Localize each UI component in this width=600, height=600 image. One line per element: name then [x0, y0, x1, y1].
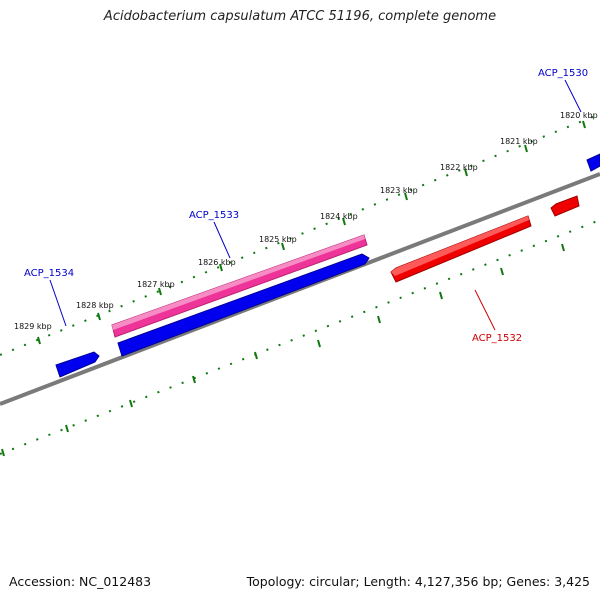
tick-label: 1820 kbp: [560, 111, 598, 120]
gene-label-acp-1534[interactable]: ACP_1534: [24, 268, 74, 279]
major-tick: [129, 399, 133, 408]
major-tick: [97, 312, 101, 321]
major-tick: [1, 448, 5, 457]
gene-acp-1530[interactable]: [586, 153, 600, 172]
major-tick: [561, 243, 565, 252]
major-tick: [317, 339, 321, 348]
major-tick: [464, 168, 468, 177]
tick-label: 1825 kbp: [259, 235, 297, 244]
map-title: Acidobacterium capsulatum ATCC 51196, co…: [103, 9, 497, 24]
gene-label-acp-1530[interactable]: ACP_1530: [538, 68, 588, 79]
forward-genes: [55, 153, 600, 378]
gene-red-small[interactable]: [550, 195, 580, 217]
reverse-genes: [390, 195, 580, 283]
major-tick: [377, 315, 381, 324]
connector-acp-1530: [564, 79, 582, 113]
major-tick: [158, 287, 162, 296]
tick-label: 1824 kbp: [320, 212, 358, 221]
tick-label: 1823 kbp: [380, 186, 418, 195]
gene-acp-1533-shade: [112, 235, 365, 330]
tick-labels: 1820 kbp 1821 kbp 1822 kbp 1823 kbp 1824…: [14, 111, 598, 331]
major-tick: [281, 242, 285, 251]
major-tick: [219, 263, 223, 272]
gene-blue-long[interactable]: [117, 253, 370, 357]
major-tick: [439, 291, 443, 300]
major-tick: [192, 375, 196, 384]
accession-text: Accession: NC_012483: [9, 574, 152, 589]
outer-major-ticks: [37, 120, 586, 345]
connector-acp-1533: [213, 221, 231, 259]
major-tick: [254, 351, 258, 360]
major-tick: [582, 120, 586, 129]
major-tick: [65, 424, 69, 433]
major-tick: [342, 217, 346, 226]
tick-label: 1821 kbp: [500, 137, 538, 146]
major-tick: [524, 144, 528, 153]
label-connectors: [49, 79, 582, 331]
tick-label: 1822 kbp: [440, 163, 478, 172]
tick-label: 1829 kbp: [14, 322, 52, 331]
tick-label: 1826 kbp: [198, 258, 236, 267]
connector-acp-1534: [49, 279, 67, 327]
inner-major-ticks: [1, 243, 565, 457]
gene-acp-1534[interactable]: [55, 351, 100, 378]
major-tick: [37, 336, 41, 345]
genome-stats-text: Topology: circular; Length: 4,127,356 bp…: [246, 574, 590, 589]
tick-label: 1828 kbp: [76, 301, 114, 310]
connector-acp-1532: [474, 289, 496, 331]
major-tick: [500, 267, 504, 276]
tick-label: 1827 kbp: [137, 280, 175, 289]
gene-label-acp-1532[interactable]: ACP_1532: [472, 333, 522, 344]
major-tick: [404, 192, 408, 201]
gene-acp-1532-shade: [391, 216, 529, 276]
gene-labels: ACP_1530 ACP_1533 ACP_1534 ACP_1532: [24, 68, 588, 344]
gene-label-acp-1533[interactable]: ACP_1533: [189, 210, 239, 221]
